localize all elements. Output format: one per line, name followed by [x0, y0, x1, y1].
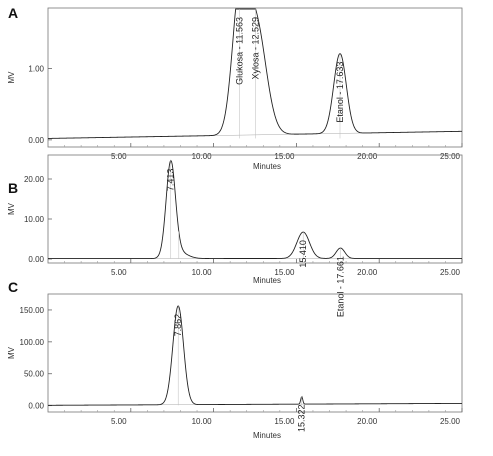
panel-b: B 5.00 10.00 15.00 20.00 25.00 0.00 10.00 20.00 M… — [7, 154, 463, 317]
x-tick-label: 15.00 — [274, 268, 295, 277]
x-tick-label: 15.00 — [274, 417, 295, 426]
x-tick-label: 20.00 — [357, 417, 378, 426]
peak-label: 7.413 — [166, 169, 176, 192]
y-tick-label: 50.00 — [24, 370, 45, 379]
y-tick-label: 20.00 — [24, 175, 45, 184]
panel-letter: C — [8, 279, 18, 295]
chromatogram-trace — [48, 305, 462, 406]
peak-label: Glukosa - 11.563 — [234, 17, 244, 85]
panel-letter: B — [8, 180, 18, 196]
plot-frame — [47, 7, 463, 148]
panel-a: A 5.00 10.00 15.00 20.00 25.00 0.00 1.00 Minutes… — [7, 5, 463, 171]
peak-label: Etanol - 17.633 — [335, 62, 345, 123]
x-tick-label: 5.00 — [111, 268, 127, 277]
x-tick-label: 20.00 — [357, 268, 378, 277]
chromatogram-trace — [48, 159, 462, 260]
x-tick-label: 25.00 — [440, 417, 461, 426]
y-tick-label: 150.00 — [20, 306, 45, 315]
x-tick-label: 15.00 — [274, 152, 295, 161]
panel-c: C 5.00 10.00 15.00 20.00 25.00 0.00 50.00 100.00… — [7, 279, 463, 440]
y-tick-label: 10.00 — [24, 215, 45, 224]
panel-letter: A — [8, 5, 18, 21]
y-tick-label: 0.00 — [28, 136, 44, 145]
peak-label: Etanol - 17.661 — [335, 256, 345, 317]
y-axis-label: MV — [7, 71, 16, 84]
plot-frame — [47, 154, 463, 264]
x-tick-label: 5.00 — [111, 417, 127, 426]
x-tick-label: 10.00 — [192, 268, 213, 277]
chromatogram-trace — [47, 8, 463, 139]
y-tick-label: 100.00 — [20, 338, 45, 347]
peak-label: 15.322 — [297, 404, 307, 432]
y-tick-label: 0.00 — [28, 402, 44, 411]
x-tick-label: 5.00 — [111, 152, 127, 161]
x-axis-label: Minutes — [253, 276, 281, 285]
plot-frame — [47, 293, 463, 413]
x-tick-label: 10.00 — [192, 417, 213, 426]
peak-label: 7.862 — [173, 314, 183, 337]
x-tick-label: 25.00 — [440, 268, 461, 277]
peak-label: 15.410 — [298, 240, 308, 268]
x-axis-label: Minutes — [253, 162, 281, 171]
x-tick-label: 10.00 — [192, 152, 213, 161]
y-tick-label: 1.00 — [28, 65, 44, 74]
y-tick-label: 0.00 — [28, 255, 44, 264]
y-axis-label: MV — [7, 346, 16, 359]
x-tick-label: 20.00 — [357, 152, 378, 161]
peak-label: Xylosa - 12.529 — [250, 17, 260, 80]
x-tick-label: 25.00 — [440, 152, 461, 161]
y-axis-label: MV — [7, 202, 16, 215]
x-axis-label: Minutes — [253, 431, 281, 440]
